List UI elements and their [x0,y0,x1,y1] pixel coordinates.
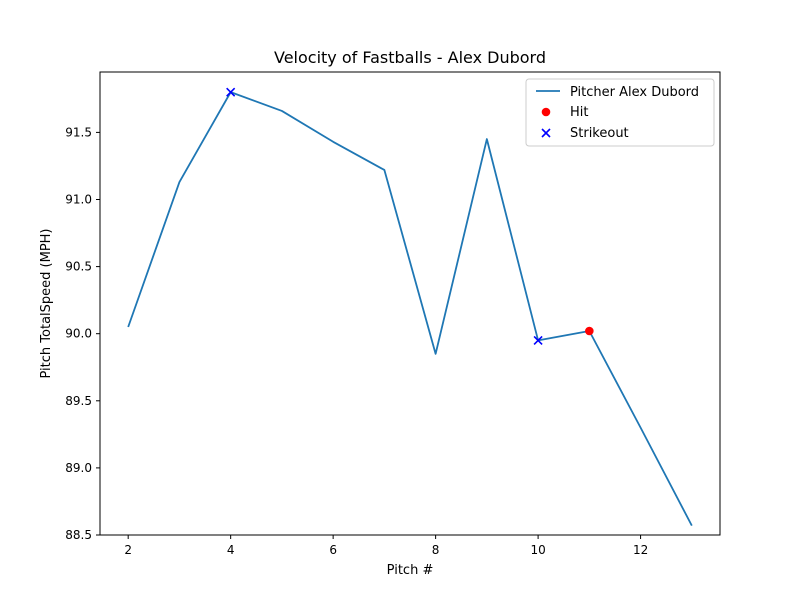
y-tick-label: 91.0 [65,192,92,206]
legend: Pitcher Alex Dubord Hit Strikeout [525,78,715,147]
legend-label-pitcher: Pitcher Alex Dubord [570,85,699,100]
x-tick-label: 10 [530,543,545,557]
y-tick-label: 89.0 [65,461,92,475]
legend-box [525,78,715,147]
markers [226,87,594,345]
chart-title: Velocity of Fastballs - Alex Dubord [274,48,546,67]
legend-hit-marker [541,107,551,117]
legend-label-hit: Hit [570,105,588,120]
x-axis-title: Pitch # [387,563,434,578]
x-tick-label: 6 [329,543,337,557]
strikeout-point [226,87,236,97]
hit-point [585,326,594,336]
x-tick-label: 4 [227,543,235,557]
legend-strikeout-marker [541,128,551,138]
series-line-pitcher [127,91,693,527]
x-axis: 2 4 6 8 10 12 [124,535,648,557]
strikeout-point [533,335,543,345]
plot-frame [99,71,721,536]
x-tick-label: 2 [124,543,132,557]
y-axis-title: Pitch TotalSpeed (MPH) [39,228,54,378]
legend-label-strikeout: Strikeout [570,126,629,141]
y-tick-label: 89.5 [65,394,92,408]
y-tick-label: 91.5 [65,125,92,139]
y-tick-label: 90.5 [65,260,92,274]
y-tick-label: 90.0 [65,327,92,341]
x-tick-label: 12 [633,543,648,557]
plot-area [127,91,693,527]
x-tick-label: 8 [432,543,440,557]
y-axis: 88.5 89.0 89.5 90.0 90.5 91.0 91.5 [65,125,100,542]
y-tick-label: 88.5 [65,528,92,542]
